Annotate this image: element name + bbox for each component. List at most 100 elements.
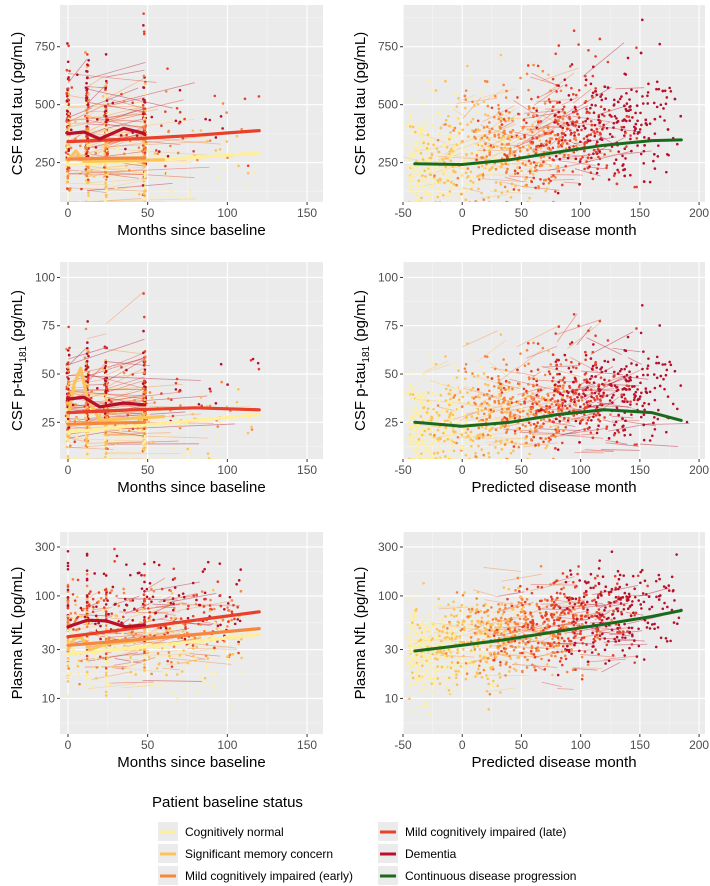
data-point bbox=[464, 441, 468, 444]
data-point bbox=[436, 451, 440, 455]
data-point bbox=[657, 144, 660, 147]
data-point bbox=[545, 444, 549, 448]
data-point bbox=[115, 594, 118, 598]
data-point bbox=[566, 127, 569, 131]
data-point bbox=[444, 165, 448, 169]
data-point bbox=[551, 376, 555, 379]
data-point bbox=[524, 424, 527, 428]
trajectory-line bbox=[364, 404, 401, 410]
data-point bbox=[460, 433, 464, 437]
trajectory-line bbox=[106, 69, 145, 78]
data-point bbox=[87, 370, 91, 374]
data-point bbox=[554, 52, 558, 56]
data-point bbox=[97, 621, 100, 625]
data-point bbox=[635, 363, 638, 367]
data-point bbox=[84, 168, 88, 171]
data-point bbox=[142, 315, 146, 319]
data-point bbox=[594, 361, 597, 364]
data-point bbox=[630, 362, 633, 365]
data-point bbox=[182, 197, 185, 200]
x-tick-label: 100 bbox=[571, 463, 591, 477]
y-tick-label: 75 bbox=[42, 319, 56, 333]
data-point bbox=[206, 560, 210, 564]
data-point bbox=[426, 448, 430, 452]
data-point bbox=[446, 156, 450, 160]
data-point bbox=[532, 106, 535, 110]
data-point bbox=[480, 402, 484, 405]
trajectory-line bbox=[442, 153, 490, 161]
data-point bbox=[486, 433, 490, 437]
data-point bbox=[203, 591, 207, 595]
data-point bbox=[440, 171, 444, 175]
data-point bbox=[410, 155, 414, 158]
data-point bbox=[142, 98, 145, 101]
data-point bbox=[616, 388, 620, 392]
data-point bbox=[513, 413, 517, 417]
data-point bbox=[553, 114, 557, 117]
data-point bbox=[86, 63, 89, 66]
data-point bbox=[494, 181, 498, 184]
trajectory-line bbox=[541, 67, 579, 82]
data-point bbox=[466, 64, 469, 68]
trajectory-line bbox=[106, 394, 145, 403]
trajectory-line bbox=[86, 84, 107, 105]
data-point bbox=[125, 663, 129, 667]
data-point bbox=[68, 187, 72, 190]
data-point bbox=[255, 200, 259, 202]
data-point bbox=[485, 155, 488, 158]
data-point bbox=[455, 441, 458, 445]
data-point bbox=[642, 180, 646, 183]
data-point bbox=[142, 86, 146, 89]
y-tick-label: 75 bbox=[385, 319, 399, 333]
data-point bbox=[144, 388, 147, 391]
data-point bbox=[104, 671, 108, 674]
data-point bbox=[552, 420, 556, 424]
data-point bbox=[125, 133, 128, 137]
data-point bbox=[560, 398, 564, 402]
data-point bbox=[593, 123, 597, 127]
data-point bbox=[509, 438, 512, 442]
data-point bbox=[439, 126, 443, 130]
data-point bbox=[587, 416, 591, 419]
data-point bbox=[178, 649, 182, 653]
data-point bbox=[66, 145, 69, 149]
data-point bbox=[65, 172, 69, 175]
data-point bbox=[551, 77, 555, 81]
data-point bbox=[603, 153, 606, 156]
trajectory-line bbox=[451, 108, 467, 118]
data-point bbox=[417, 445, 421, 449]
trajectory-line bbox=[534, 379, 575, 383]
data-point bbox=[559, 124, 562, 128]
data-point bbox=[592, 148, 596, 152]
data-point bbox=[590, 418, 593, 422]
data-point bbox=[150, 684, 153, 687]
data-point bbox=[533, 429, 537, 433]
data-point bbox=[104, 373, 107, 376]
data-point bbox=[421, 198, 425, 201]
data-point bbox=[66, 438, 69, 442]
data-point bbox=[143, 385, 146, 388]
data-point bbox=[560, 183, 564, 187]
data-point bbox=[432, 409, 436, 413]
trajectory-line bbox=[482, 178, 527, 183]
data-point bbox=[574, 391, 578, 395]
data-point bbox=[648, 390, 652, 394]
data-point bbox=[94, 151, 98, 155]
data-point bbox=[617, 100, 620, 104]
data-point bbox=[199, 129, 203, 132]
data-point bbox=[615, 182, 619, 186]
trajectory-line bbox=[462, 387, 501, 399]
data-point bbox=[444, 123, 447, 126]
data-point bbox=[538, 409, 541, 413]
data-point bbox=[569, 396, 572, 399]
data-point bbox=[563, 381, 566, 384]
data-point bbox=[539, 120, 543, 123]
data-point bbox=[451, 165, 455, 168]
data-point bbox=[604, 369, 608, 373]
data-point bbox=[586, 117, 589, 121]
data-point bbox=[507, 402, 510, 406]
data-point bbox=[430, 435, 434, 439]
data-point bbox=[548, 372, 552, 376]
data-point bbox=[426, 133, 430, 136]
